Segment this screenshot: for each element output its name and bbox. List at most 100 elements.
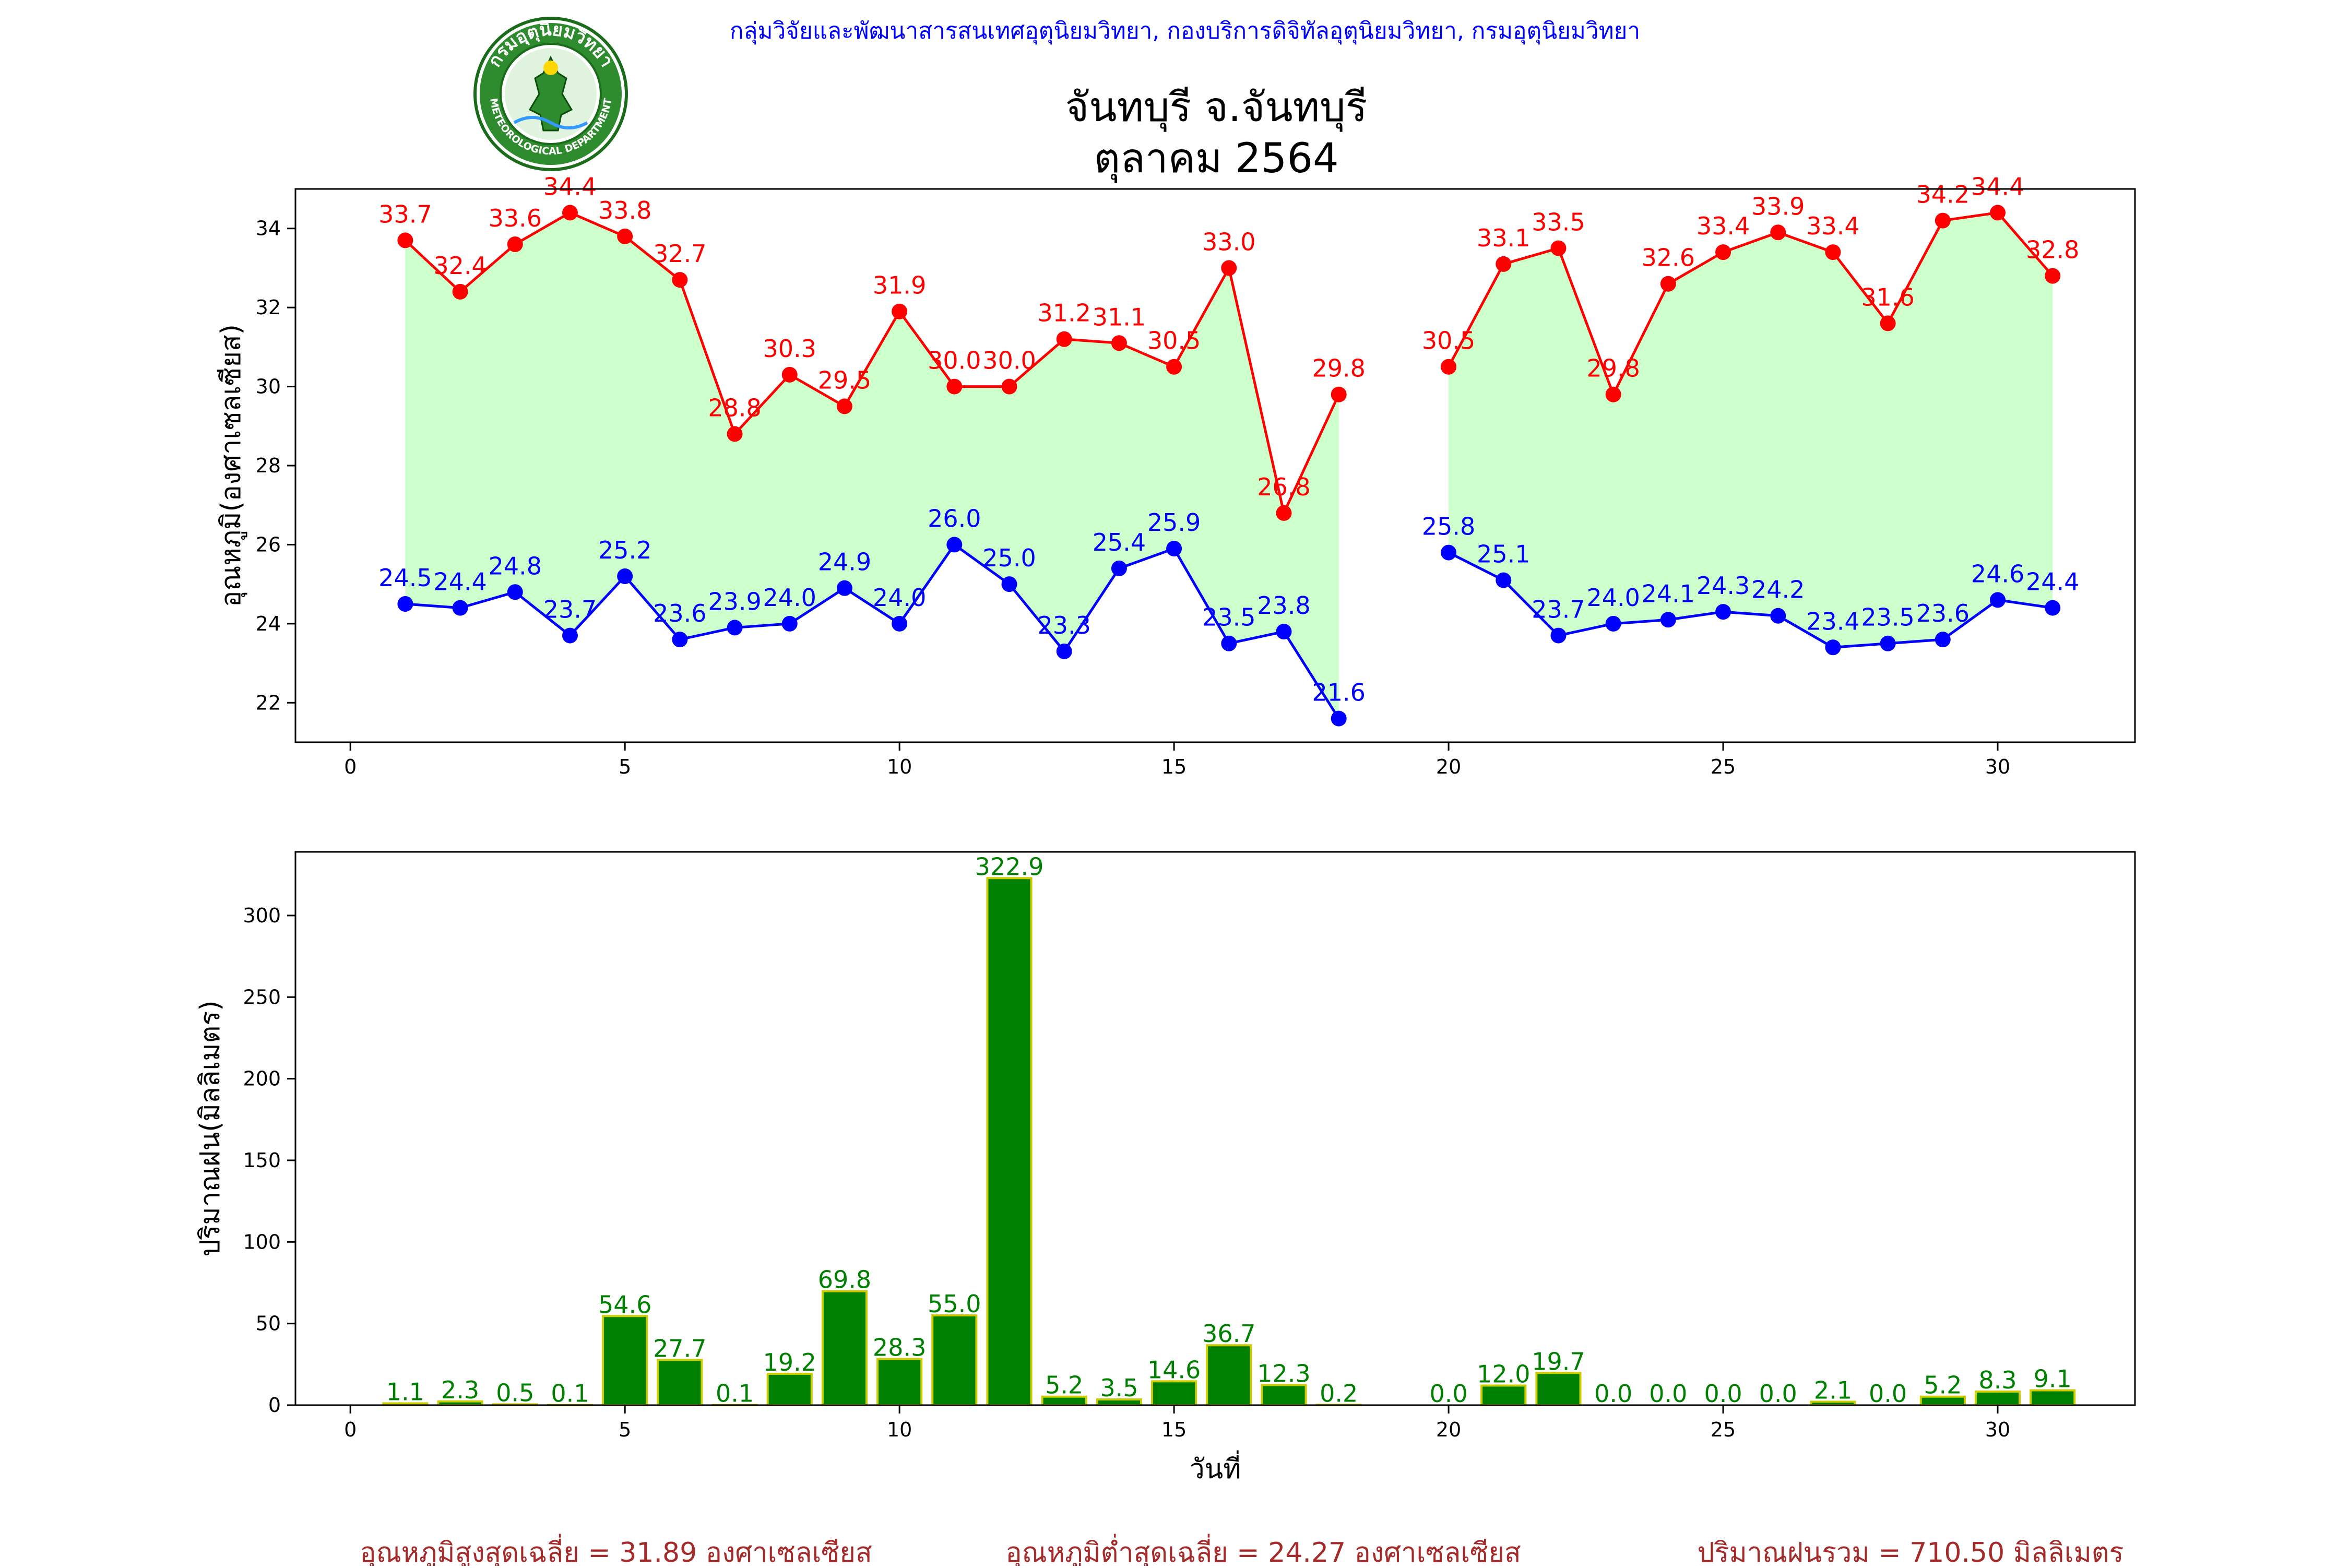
rainfall-ytick-label: 200 <box>243 1067 281 1090</box>
max-temperature-label: 32.6 <box>1642 244 1695 272</box>
max-temperature-label: 30.0 <box>928 347 981 375</box>
min-temperature-point <box>892 616 907 632</box>
max-temperature-point <box>1990 205 2006 220</box>
max-temperature-label: 34.2 <box>1916 181 1970 209</box>
rainfall-xtick-label: 5 <box>619 1418 631 1441</box>
max-temperature-point <box>727 426 743 442</box>
min-temperature-label: 24.1 <box>1642 579 1695 608</box>
max-temperature-label: 28.8 <box>708 394 761 422</box>
max-temperature-point <box>1331 387 1347 402</box>
min-temperature-point <box>1935 632 1951 647</box>
max-temperature-point <box>1057 331 1072 347</box>
max-temperature-label: 29.8 <box>1312 354 1365 383</box>
rainfall-ytick-label: 300 <box>243 904 281 927</box>
temperature-ytick-label: 30 <box>256 375 281 398</box>
min-temperature-label: 23.5 <box>1202 603 1255 632</box>
min-temperature-label: 23.3 <box>1038 611 1091 639</box>
max-temperature-point <box>1606 387 1621 402</box>
rainfall-bar-label: 5.2 <box>1924 1371 1962 1399</box>
rainfall-bar <box>1262 1385 1306 1405</box>
max-temperature-point <box>453 284 468 300</box>
rainfall-bar-label: 9.1 <box>2034 1365 2072 1393</box>
min-temperature-point <box>672 632 687 647</box>
temperature-ytick-label: 22 <box>256 691 281 714</box>
rainfall-bar <box>768 1374 812 1405</box>
rainfall-ytick-label: 150 <box>243 1149 281 1172</box>
rainfall-ytick-label: 100 <box>243 1230 281 1253</box>
min-temperature-point <box>1825 639 1841 655</box>
max-temperature-point <box>397 232 413 248</box>
rainfall-bar <box>987 878 1031 1405</box>
min-temperature-point <box>1606 616 1621 632</box>
rainfall-bar-label: 3.5 <box>1100 1374 1138 1402</box>
rainfall-ylabel: ปริมาณฝน(มิลลิเมตร) <box>195 1000 226 1256</box>
min-temperature-point <box>837 580 852 596</box>
summary-rain-total: ปริมาณฝนรวม = 710.50 มิลลิเมตร <box>1698 1537 2124 1566</box>
min-temperature-label: 24.0 <box>1586 584 1640 612</box>
rainfall-bar-label: 0.0 <box>1429 1380 1467 1408</box>
rainfall-bar-label: 19.7 <box>1532 1347 1585 1375</box>
min-temperature-label: 24.4 <box>433 568 487 596</box>
rainfall-bar-label: 2.1 <box>1814 1376 1852 1404</box>
max-temperature-point <box>1770 224 1786 240</box>
rainfall-bar-label: 55.0 <box>928 1290 981 1318</box>
min-temperature-label: 24.0 <box>763 584 816 612</box>
max-temperature-label: 33.9 <box>1751 192 1805 220</box>
min-temperature-label: 23.7 <box>543 596 597 624</box>
max-temperature-label: 26.8 <box>1257 473 1310 501</box>
max-temperature-label: 30.3 <box>763 335 816 363</box>
rainfall-bar-label: 0.2 <box>1320 1379 1358 1407</box>
rainfall-bar-label: 27.7 <box>653 1334 706 1362</box>
min-temperature-label: 24.2 <box>1751 576 1805 604</box>
min-temperature-point <box>397 596 413 612</box>
rainfall-bar-label: 54.6 <box>598 1290 651 1318</box>
max-temperature-point <box>1002 379 1017 395</box>
min-temperature-label: 23.4 <box>1806 607 1859 635</box>
min-temperature-label: 26.0 <box>928 504 981 532</box>
min-temperature-point <box>1660 612 1676 627</box>
rainfall-bar-label: 1.1 <box>386 1378 424 1406</box>
max-temperature-label: 30.0 <box>982 347 1036 375</box>
min-temperature-label: 24.6 <box>1971 560 2024 588</box>
summary-avg-min: อุณหภูมิต่ำสุดเฉลี่ย = 24.27 องศาเซลเซีย… <box>1005 1534 1521 1566</box>
temperature-ytick-label: 28 <box>256 454 281 477</box>
rainfall-bar-label: 0.0 <box>1649 1380 1687 1408</box>
min-temperature-point <box>1441 545 1456 561</box>
max-temperature-point <box>1715 244 1731 260</box>
max-temperature-label: 33.4 <box>1696 212 1750 240</box>
rainfall-bar <box>603 1316 647 1405</box>
rainfall-bar-label: 14.6 <box>1147 1356 1201 1384</box>
min-temperature-label: 25.4 <box>1093 528 1146 556</box>
temperature-chart: 33.732.433.634.433.832.728.830.329.531.9… <box>216 172 2135 778</box>
max-temperature-point <box>1441 359 1456 375</box>
min-temperature-label: 21.6 <box>1312 679 1365 707</box>
temperature-ytick-label: 32 <box>256 296 281 319</box>
rainfall-bar-label: 0.0 <box>1594 1380 1632 1408</box>
max-temperature-label: 33.0 <box>1202 228 1255 256</box>
min-temperature-label: 23.5 <box>1861 603 1914 632</box>
temperature-range-fill <box>405 212 1338 718</box>
rainfall-bar-label: 322.9 <box>975 852 1044 881</box>
max-temperature-point <box>1880 315 1896 331</box>
max-temperature-point <box>1550 241 1566 256</box>
max-temperature-label: 33.7 <box>378 200 432 228</box>
max-temperature-label: 32.8 <box>2026 236 2079 264</box>
max-temperature-point <box>1276 505 1291 521</box>
max-temperature-label: 34.4 <box>543 172 597 200</box>
max-temperature-point <box>1166 359 1182 375</box>
rainfall-ytick-label: 250 <box>243 985 281 1008</box>
min-temperature-label: 23.6 <box>1916 599 1970 627</box>
rainfall-bar-label: 2.3 <box>441 1376 479 1404</box>
max-temperature-point <box>892 304 907 319</box>
temperature-xtick-label: 20 <box>1436 755 1461 778</box>
min-temperature-point <box>1057 644 1072 659</box>
rainfall-bar-label: 0.1 <box>551 1380 589 1408</box>
agency-text: กลุ่มวิจัยและพัฒนาสารสนเทศอุตุนิยมวิทยา,… <box>730 18 1640 45</box>
min-temperature-point <box>1550 628 1566 644</box>
min-temperature-label: 25.1 <box>1477 540 1530 568</box>
max-temperature-label: 29.8 <box>1586 354 1640 383</box>
max-temperature-label: 33.6 <box>489 204 542 232</box>
rainfall-bar-label: 19.2 <box>763 1348 816 1376</box>
rainfall-xtick-label: 10 <box>887 1418 912 1441</box>
